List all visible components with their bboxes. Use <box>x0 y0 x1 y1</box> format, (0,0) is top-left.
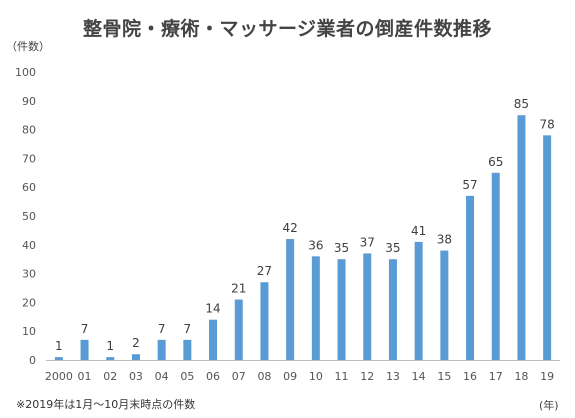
x-tick-label: 08 <box>257 370 271 383</box>
bar <box>106 357 115 360</box>
data-label: 7 <box>158 322 166 336</box>
bar <box>466 195 475 360</box>
bars <box>54 115 552 360</box>
data-label: 78 <box>540 117 555 131</box>
bar <box>363 253 372 360</box>
bar <box>491 172 500 360</box>
bar <box>388 259 397 360</box>
x-tick-label: 06 <box>206 370 220 383</box>
data-label: 2 <box>132 336 140 350</box>
data-label: 7 <box>184 322 192 336</box>
y-tick-label: 0 <box>29 354 36 367</box>
x-axis-unit-label: (年) <box>539 399 559 412</box>
y-axis-unit-label: （件数） <box>6 40 50 53</box>
y-tick-label: 100 <box>15 66 36 79</box>
data-label: 1 <box>55 339 63 353</box>
bar <box>311 256 320 360</box>
chart-title: 整骨院・療術・マッサージ業者の倒産件数推移 <box>82 18 493 40</box>
y-tick-label: 90 <box>22 95 36 108</box>
x-tick-label: 19 <box>540 370 554 383</box>
data-label: 65 <box>488 155 503 169</box>
x-tick-label: 11 <box>335 370 349 383</box>
x-tick-label: 09 <box>283 370 297 383</box>
y-tick-label: 60 <box>22 181 36 194</box>
data-label: 38 <box>437 233 452 247</box>
bar <box>131 354 140 360</box>
x-axis-ticks: 2000 01 02 03 04 05 06 07 08 09 10 11 12 13 14 15 16 17 18… <box>45 370 554 383</box>
data-label: 37 <box>360 235 375 249</box>
x-tick-label: 07 <box>232 370 246 383</box>
data-label: 14 <box>205 302 220 316</box>
y-tick-label: 50 <box>22 210 36 223</box>
x-tick-label: 10 <box>309 370 323 383</box>
x-tick-label: 14 <box>412 370 426 383</box>
x-tick-label: 05 <box>180 370 194 383</box>
footnote: ※2019年は1月～10月末時点の件数 <box>16 398 196 411</box>
y-tick-label: 80 <box>22 124 36 137</box>
data-label: 42 <box>283 221 298 235</box>
x-tick-label: 13 <box>386 370 400 383</box>
x-tick-label: 03 <box>129 370 143 383</box>
x-tick-label: 04 <box>155 370 169 383</box>
bar <box>234 299 243 360</box>
bar <box>209 319 218 360</box>
data-label: 27 <box>257 264 272 278</box>
data-label: 7 <box>81 322 89 336</box>
bar <box>183 339 192 360</box>
y-tick-label: 70 <box>22 152 36 165</box>
data-label: 85 <box>514 97 529 111</box>
y-tick-label: 30 <box>22 268 36 281</box>
data-label: 21 <box>231 282 246 296</box>
y-tick-label: 20 <box>22 296 36 309</box>
bar <box>286 239 295 360</box>
y-axis-ticks: 0 10 20 30 40 50 60 70 80 90 100 <box>15 66 36 367</box>
data-label: 1 <box>106 339 114 353</box>
bar <box>337 259 346 360</box>
bar <box>414 241 423 360</box>
bar <box>157 339 166 360</box>
x-tick-label: 17 <box>489 370 503 383</box>
x-tick-label: 18 <box>514 370 528 383</box>
x-tick-label: 12 <box>360 370 374 383</box>
data-label: 35 <box>385 241 400 255</box>
bar <box>440 250 449 360</box>
x-tick-label: 2000 <box>45 370 73 383</box>
y-tick-label: 10 <box>22 325 36 338</box>
bar <box>260 282 269 360</box>
bar <box>517 115 526 360</box>
x-tick-label: 02 <box>103 370 117 383</box>
data-label: 41 <box>411 224 426 238</box>
bar <box>80 339 89 360</box>
x-tick-label: 15 <box>437 370 451 383</box>
data-label: 35 <box>334 241 349 255</box>
data-label: 57 <box>462 178 477 192</box>
x-tick-label: 16 <box>463 370 477 383</box>
y-tick-label: 40 <box>22 239 36 252</box>
bar <box>543 135 552 360</box>
bar <box>54 357 63 360</box>
x-tick-label: 01 <box>78 370 92 383</box>
data-label: 36 <box>308 238 323 252</box>
